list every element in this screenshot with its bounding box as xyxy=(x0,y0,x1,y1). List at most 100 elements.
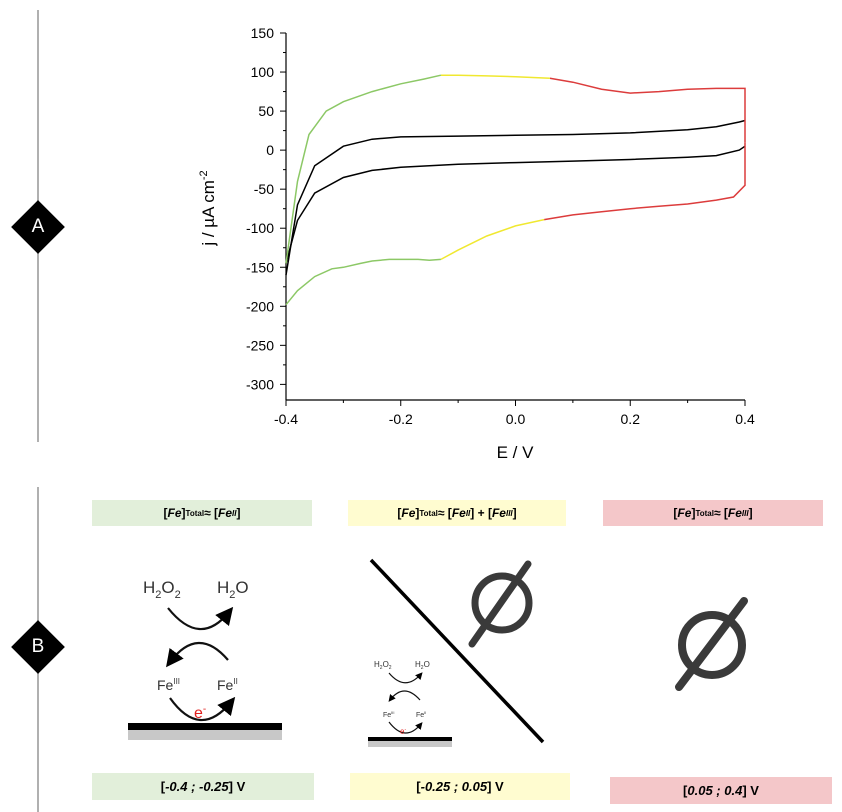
fe-ii-label-small: FeII xyxy=(416,710,426,719)
lower-arc-arrow-small xyxy=(388,721,423,734)
cond-text: II xyxy=(232,508,237,518)
baseline-cv-reverse-line xyxy=(285,119,746,276)
electron-label: e- xyxy=(194,704,206,722)
colored-cv-segment xyxy=(549,77,746,143)
cond-text: Fe xyxy=(677,506,692,520)
cyclic-voltammogram-chart: 150 100 50 0 -50 -100 -150 -200 -250 -300 -0.4 -0.2… xyxy=(198,25,755,462)
electrode-body-small xyxy=(368,741,452,747)
y-tick-label: 0 xyxy=(266,142,274,158)
cond-text: ] xyxy=(748,506,753,520)
middle-arc-arrow-small xyxy=(388,690,421,702)
range-fe2-box: [-0.4 ; -0.25] V xyxy=(92,773,314,800)
mechanism-diagrams: H2O2 H2O FeIII FeII e- H2O2 H2O FeIII Fe… xyxy=(128,558,748,747)
upper-arc-arrow xyxy=(167,606,234,631)
section-b-label: B xyxy=(31,636,45,657)
range-text: -0.25 ; 0.05 xyxy=(420,779,488,794)
cond-text: Fe xyxy=(217,506,232,520)
cond-text: [ xyxy=(397,506,402,520)
cond-text: ] xyxy=(512,506,517,520)
y-tick-label: 150 xyxy=(251,25,275,41)
empty-set-icon xyxy=(468,560,533,648)
cond-text: ≈ [ xyxy=(713,506,728,520)
fe-iii-label: FeIII xyxy=(157,677,180,693)
reactant-label-small: H2O2 xyxy=(374,660,392,671)
cond-text: [ xyxy=(163,506,168,520)
product-label-small: H2O xyxy=(415,660,430,671)
fenton-mechanism-large: H2O2 H2O FeIII FeII e- xyxy=(128,578,282,740)
baseline-cv-forward-line xyxy=(285,145,746,264)
x-tick-label: 0.4 xyxy=(735,411,755,427)
range-text: [ xyxy=(683,783,688,798)
x-tick-label: -0.2 xyxy=(389,411,413,427)
cond-text: ] xyxy=(181,506,186,520)
reactant-label: H2O2 xyxy=(143,578,181,601)
range-text: [ xyxy=(416,779,421,794)
electrode-surface xyxy=(128,723,282,730)
diagonal-divider-line xyxy=(369,558,545,744)
cond-text: Fe xyxy=(727,506,742,520)
y-tick-label: -50 xyxy=(254,181,274,197)
colored-cv-segment xyxy=(544,142,746,221)
y-tick-label: 50 xyxy=(258,103,274,119)
chart-axes: 150 100 50 0 -50 -100 -150 -200 -250 -300 -0.4 -0.2… xyxy=(246,25,755,427)
range-text: [ xyxy=(160,779,166,794)
electrode-surface-small xyxy=(368,737,452,741)
cond-text: III xyxy=(741,508,749,518)
cond-text: ] xyxy=(691,506,696,520)
y-tick-label: -250 xyxy=(246,337,274,353)
y-tick-label: -300 xyxy=(246,376,274,392)
chart-series xyxy=(285,74,746,306)
condition-mixed-box: [Fe] Total ≈ [Fe II] + [Fe III] xyxy=(348,500,566,526)
cond-text: Total xyxy=(185,508,205,518)
section-a-label: A xyxy=(31,216,45,237)
fe-iii-label-small: FeIII xyxy=(383,710,395,719)
range-text: -0.4 ; -0.25 xyxy=(165,779,229,794)
y-tick-label: -150 xyxy=(246,259,274,275)
cond-text: III xyxy=(505,508,513,518)
y-axis-label: j / µA cm-2 xyxy=(198,170,218,246)
empty-set-icon-large xyxy=(675,597,748,691)
colored-cv-segment xyxy=(285,258,441,306)
x-tick-label: -0.4 xyxy=(274,411,298,427)
cond-text: ≈ [ xyxy=(437,506,452,520)
y-tick-label: 100 xyxy=(251,64,275,80)
electrode-body xyxy=(128,730,282,740)
x-axis-label: E / V xyxy=(497,443,535,462)
x-tick-label: 0.2 xyxy=(621,411,641,427)
y-tick-label: -200 xyxy=(246,298,274,314)
fenton-mechanism-small: H2O2 H2O FeIII FeII e- xyxy=(368,660,452,747)
colored-cv-segment xyxy=(440,218,545,261)
condition-fe2-box: [Fe] Total ≈ [Fe II] xyxy=(92,500,312,526)
product-label: H2O xyxy=(217,578,249,601)
cond-text: Fe xyxy=(401,506,416,520)
y-tick-label: -100 xyxy=(246,220,274,236)
cond-text: Total xyxy=(419,508,438,518)
cond-text: ] + [ xyxy=(470,506,492,520)
middle-arc-arrow xyxy=(166,641,229,668)
cond-text: ≈ [ xyxy=(204,506,218,520)
cond-text: Total xyxy=(695,508,714,518)
cond-text: II xyxy=(465,508,471,518)
condition-fe3-box: [Fe] Total ≈ [Fe III] xyxy=(603,500,823,526)
cond-text: ] xyxy=(415,506,420,520)
electron-label-small: e- xyxy=(400,727,406,736)
range-mixed-box: [-0.25 ; 0.05] V xyxy=(350,773,570,800)
y-axis-label-exponent: -2 xyxy=(198,170,210,180)
cond-text: Fe xyxy=(167,506,182,520)
colored-cv-segment xyxy=(285,74,442,264)
range-text: ] V xyxy=(228,779,246,794)
range-fe3-box: [0.05 ; 0.4] V xyxy=(610,777,832,804)
cond-text: Fe xyxy=(451,506,466,520)
range-text: 0.05 ; 0.4 xyxy=(687,783,743,798)
fe-ii-label: FeII xyxy=(217,677,238,693)
x-tick-label: 0.0 xyxy=(506,411,526,427)
y-axis-label-main: j / µA cm xyxy=(199,180,218,247)
cond-text: Fe xyxy=(491,506,506,520)
cond-text: [ xyxy=(673,506,678,520)
colored-cv-segment xyxy=(440,74,550,80)
range-text: ] V xyxy=(487,779,504,794)
upper-arc-arrow-small xyxy=(388,672,423,684)
cond-text: ] xyxy=(236,506,241,520)
range-text: ] V xyxy=(742,783,759,798)
lower-arc-arrow xyxy=(169,696,236,722)
